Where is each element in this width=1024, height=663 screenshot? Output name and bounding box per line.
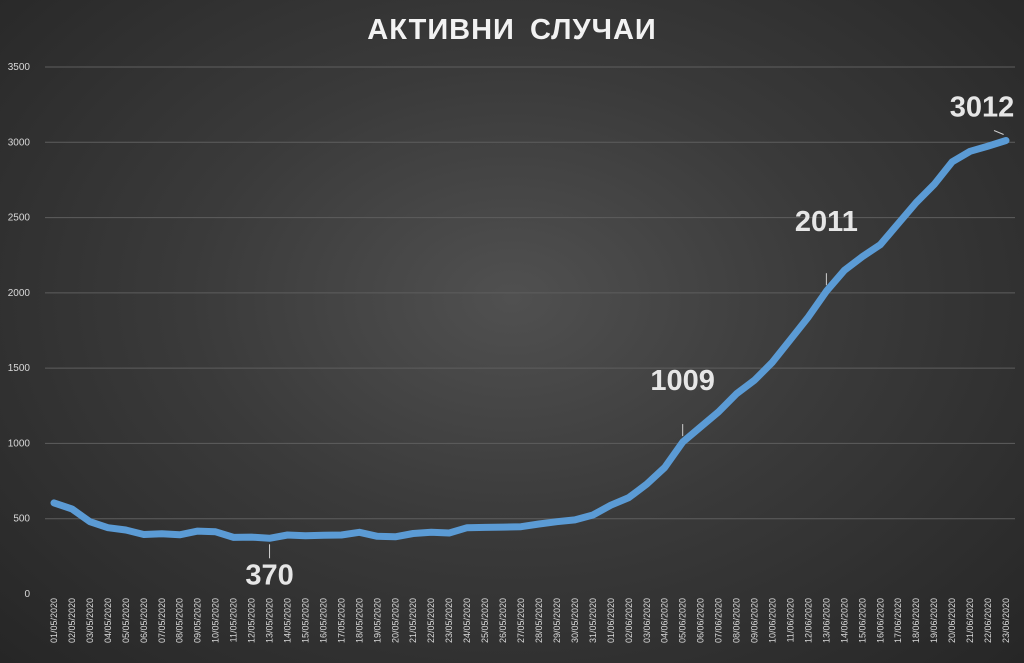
x-tick-label: 06/06/2020	[696, 598, 706, 643]
x-tick-label: 28/05/2020	[534, 598, 544, 643]
x-tick-label: 09/06/2020	[750, 598, 760, 643]
y-tick-label: 2500	[8, 213, 31, 224]
x-tick-label: 17/05/2020	[336, 598, 346, 643]
data-label: 1009	[650, 365, 715, 397]
data-label: 3012	[950, 91, 1015, 123]
data-label: 370	[245, 559, 293, 591]
x-tick-label: 09/05/2020	[193, 598, 203, 643]
x-tick-label: 25/05/2020	[480, 598, 490, 643]
x-tick-label: 20/06/2020	[947, 598, 957, 643]
x-tick-label: 03/05/2020	[85, 598, 95, 643]
x-tick-label: 26/05/2020	[498, 598, 508, 643]
x-tick-label: 19/05/2020	[372, 598, 382, 643]
x-tick-label: 08/05/2020	[175, 598, 185, 643]
x-tick-label: 19/06/2020	[929, 598, 939, 643]
x-tick-label: 15/06/2020	[857, 598, 867, 643]
x-tick-label: 15/05/2020	[300, 598, 310, 643]
x-tick-label: 08/06/2020	[732, 598, 742, 643]
x-tick-label: 14/05/2020	[283, 598, 293, 643]
chart-title: АКТИВНИ СЛУЧАИ	[367, 14, 657, 46]
x-tick-label: 14/06/2020	[839, 598, 849, 643]
data-label: 2011	[795, 206, 858, 238]
x-tick-label: 20/05/2020	[390, 598, 400, 643]
x-tick-label: 21/05/2020	[408, 598, 418, 643]
x-tick-label: 21/06/2020	[965, 598, 975, 643]
x-tick-label: 03/06/2020	[642, 598, 652, 643]
x-tick-label: 16/05/2020	[318, 598, 328, 643]
x-tick-label: 06/05/2020	[139, 598, 149, 643]
x-tick-label: 11/05/2020	[229, 598, 239, 642]
x-tick-label: 31/05/2020	[588, 598, 598, 643]
y-tick-label: 0	[24, 589, 30, 600]
x-tick-label: 02/06/2020	[624, 598, 634, 643]
x-tick-label: 10/06/2020	[768, 598, 778, 643]
y-tick-label: 500	[13, 514, 30, 525]
y-tick-label: 1500	[8, 363, 31, 374]
x-tick-label: 13/06/2020	[821, 598, 831, 643]
x-tick-label: 07/06/2020	[714, 598, 724, 643]
x-tick-label: 12/06/2020	[803, 598, 813, 643]
x-tick-label: 30/05/2020	[570, 598, 580, 643]
x-tick-label: 18/05/2020	[354, 598, 364, 643]
x-tick-label: 05/05/2020	[121, 598, 131, 643]
x-tick-label: 16/06/2020	[875, 598, 885, 643]
y-tick-label: 1000	[8, 438, 31, 449]
x-tick-label: 04/06/2020	[660, 598, 670, 643]
x-tick-label: 23/06/2020	[1001, 598, 1011, 643]
series-line	[50, 137, 1010, 542]
x-tick-label: 18/06/2020	[911, 598, 921, 643]
x-tick-label: 11/06/2020	[785, 598, 795, 642]
x-tick-label: 07/05/2020	[157, 598, 167, 643]
x-tick-label: 23/05/2020	[444, 598, 454, 643]
x-tick-label: 22/05/2020	[426, 598, 436, 643]
y-tick-label: 2000	[8, 288, 31, 299]
x-tick-label: 10/05/2020	[211, 598, 221, 643]
x-tick-label: 05/06/2020	[678, 598, 688, 643]
x-tick-label: 13/05/2020	[265, 598, 275, 643]
x-tick-label: 24/05/2020	[462, 598, 472, 643]
x-tick-label: 12/05/2020	[247, 598, 257, 643]
y-tick-label: 3000	[8, 137, 31, 148]
x-tick-label: 01/06/2020	[606, 598, 616, 643]
x-tick-label: 01/05/2020	[49, 598, 59, 643]
data-label-leader	[993, 130, 1004, 135]
x-tick-label: 29/05/2020	[552, 598, 562, 643]
y-tick-label: 3500	[8, 62, 31, 73]
x-tick-label: 27/05/2020	[516, 598, 526, 643]
x-tick-label: 02/05/2020	[67, 598, 77, 643]
x-tick-label: 04/05/2020	[103, 598, 113, 643]
x-tick-label: 22/06/2020	[983, 598, 993, 643]
x-tick-label: 17/06/2020	[893, 598, 903, 643]
